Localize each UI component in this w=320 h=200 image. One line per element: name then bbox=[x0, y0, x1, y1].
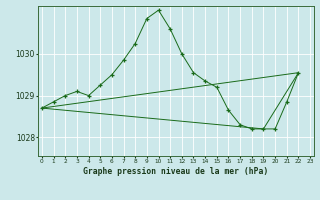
X-axis label: Graphe pression niveau de la mer (hPa): Graphe pression niveau de la mer (hPa) bbox=[84, 167, 268, 176]
